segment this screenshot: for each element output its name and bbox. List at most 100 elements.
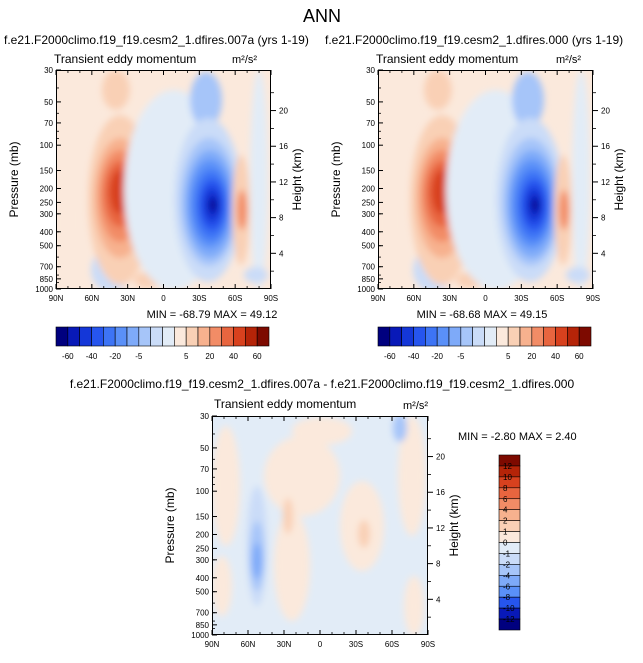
panel-a-y-tick-label: 400 — [40, 228, 54, 237]
panel-b-axes: 3050701001502002503004005007008501000481… — [329, 66, 626, 303]
panel-c-x-tick-label: 30N — [277, 640, 292, 649]
colorbar-a-label: -40 — [86, 352, 98, 361]
panel-b-y-tick-label: 70 — [366, 119, 375, 128]
panel-a-x-tick-label: 30N — [120, 294, 135, 303]
panel-c-height-tick-label: 16 — [436, 488, 445, 497]
panel-a-y-tick-label: 200 — [40, 184, 54, 193]
panel-c-x-tick-label: 60N — [241, 640, 256, 649]
panel-a-height-tick-label: 8 — [279, 214, 284, 223]
panel-c-x-tick-label: 0 — [318, 640, 323, 649]
colorbar-b-swatch — [543, 326, 556, 347]
panel-b-height-tick-label: 8 — [601, 214, 606, 223]
panel-c-height-tick-label: 8 — [436, 560, 441, 569]
panel-c-y-axis-label: Pressure (mb) — [163, 487, 177, 563]
colorbar-b-swatch — [460, 326, 473, 347]
colorbar-a-label: 40 — [229, 352, 238, 361]
colorbar-b-swatch — [401, 326, 414, 347]
colorbar-c-label: -2 — [503, 560, 511, 569]
panel-b-height-tick-label: 20 — [601, 107, 610, 116]
colorbar-a-swatch — [221, 326, 234, 347]
panel-b-y-tick-label: 150 — [362, 167, 376, 176]
panel-a-title: f.e21.F2000climo.f19_f19.cesm2_1.dfires.… — [4, 33, 309, 47]
colorbar-a-swatch — [55, 326, 69, 347]
panel-b-x-tick-label: 90S — [586, 294, 600, 303]
panel-a-y-tick-label: 300 — [40, 210, 54, 219]
colorbar-b-label: 40 — [551, 352, 560, 361]
panel-a-height-tick-label: 16 — [279, 142, 288, 151]
panel-c-right-axis-label: Height (km) — [447, 494, 461, 556]
panel-c-y-tick-label: 400 — [196, 574, 210, 583]
colorbar-c-label: 1 — [503, 528, 508, 537]
panel-a-height-tick-label: 12 — [279, 178, 288, 187]
panel-b-y-tick-label: 100 — [362, 141, 376, 150]
panel-b-x-tick-label: 30S — [514, 294, 528, 303]
panel-b-x-tick-label: 90N — [371, 294, 386, 303]
panel-a-right-axis-label: Height (km) — [290, 148, 304, 210]
panel-a-y-tick-label: 700 — [40, 263, 54, 272]
panel-c-y-tick-label: 850 — [196, 621, 210, 630]
panel-c-x-tick-label: 90N — [205, 640, 220, 649]
colorbar-c-label: 0 — [503, 539, 508, 548]
panel-c-y-tick-label: 500 — [196, 588, 210, 597]
panel-c-height-tick-label: 4 — [436, 595, 441, 604]
panel-a-x-tick-label: 60N — [84, 294, 99, 303]
colorbar-b-swatch — [448, 326, 462, 347]
colorbar-b-swatch — [389, 326, 402, 347]
panel-c-y-tick-label: 250 — [196, 544, 210, 553]
panel-a-y-tick-label: 500 — [40, 242, 54, 251]
panel-a-units: m²/s² — [232, 54, 257, 66]
colorbar-b-label: -60 — [384, 352, 396, 361]
colorbar-b-swatch — [425, 326, 438, 347]
panel-b-colorbar: -60 -40 -20 -5 5 20 40 60 — [377, 326, 592, 361]
panel-b-title: f.e21.F2000climo.f19_f19.cesm2_1.dfires.… — [325, 33, 623, 47]
panel-c-y-tick-label: 200 — [196, 530, 210, 539]
colorbar-a-swatch — [67, 326, 80, 347]
panel-b-x-tick-label: 60N — [406, 294, 421, 303]
colorbar-c-swatch — [498, 618, 521, 631]
panel-a-y-tick-label: 250 — [40, 198, 54, 207]
panel-a-x-tick-label: 60S — [228, 294, 242, 303]
panel-c-x-tick-label: 60S — [385, 640, 399, 649]
colorbar-c-label: 8 — [503, 484, 508, 493]
colorbar-c-label: 10 — [503, 473, 512, 482]
panel-b: f.e21.F2000climo.f19_f19.cesm2_1.dfires.… — [325, 33, 626, 361]
panel-c: f.e21.F2000climo.f19_f19.cesm2_1.dfires.… — [70, 377, 577, 649]
panel-c-x-tick-label: 90S — [421, 640, 435, 649]
panel-a-y-tick-label: 70 — [44, 119, 53, 128]
colorbar-c-label: 2 — [503, 517, 508, 526]
panel-a-x-tick-label: 90N — [49, 294, 64, 303]
colorbar-b-swatch — [377, 326, 391, 347]
panel-b-y-tick-label: 50 — [366, 98, 375, 107]
colorbar-a-swatch — [114, 326, 128, 347]
colorbar-a-label: 60 — [253, 352, 262, 361]
panel-b-y-tick-label: 500 — [362, 242, 376, 251]
colorbar-a-swatch — [209, 326, 222, 347]
colorbar-a-swatch — [233, 326, 246, 347]
panel-c-axes: 3050701001502002503004005007008501000481… — [163, 412, 461, 649]
panel-b-y-tick-label: 1000 — [357, 285, 375, 294]
panel-a-plot-area — [56, 70, 271, 289]
colorbar-a-label: -60 — [62, 352, 74, 361]
colorbar-a-swatch — [162, 326, 175, 347]
colorbar-b-swatch — [555, 326, 568, 347]
panel-a-y-tick-label: 850 — [40, 275, 54, 284]
panel-a-axes: 3050701001502002503004005007008501000481… — [7, 66, 304, 303]
colorbar-a-swatch — [150, 326, 163, 347]
panel-c-y-tick-label: 300 — [196, 556, 210, 565]
panel-a-y-tick-label: 150 — [40, 167, 54, 176]
panel-b-y-axis-label: Pressure (mb) — [329, 141, 343, 217]
colorbar-a-swatch — [185, 326, 199, 347]
panel-c-y-tick-label: 30 — [200, 412, 209, 421]
panel-a-x-tick-label: 0 — [161, 294, 166, 303]
colorbar-a-swatch — [126, 326, 140, 347]
colorbar-b-label: -20 — [431, 352, 443, 361]
panel-a-contour-field — [56, 70, 268, 289]
panel-b-contour-field — [378, 70, 590, 289]
panel-a-y-tick-label: 30 — [44, 66, 53, 75]
colorbar-b-swatch — [472, 326, 485, 347]
colorbar-b-label: 60 — [575, 352, 584, 361]
panel-b-y-tick-label: 850 — [362, 275, 376, 284]
panel-c-y-tick-label: 150 — [196, 513, 210, 522]
colorbar-c-label: -6 — [503, 582, 511, 591]
panel-a-y-tick-label: 100 — [40, 141, 54, 150]
